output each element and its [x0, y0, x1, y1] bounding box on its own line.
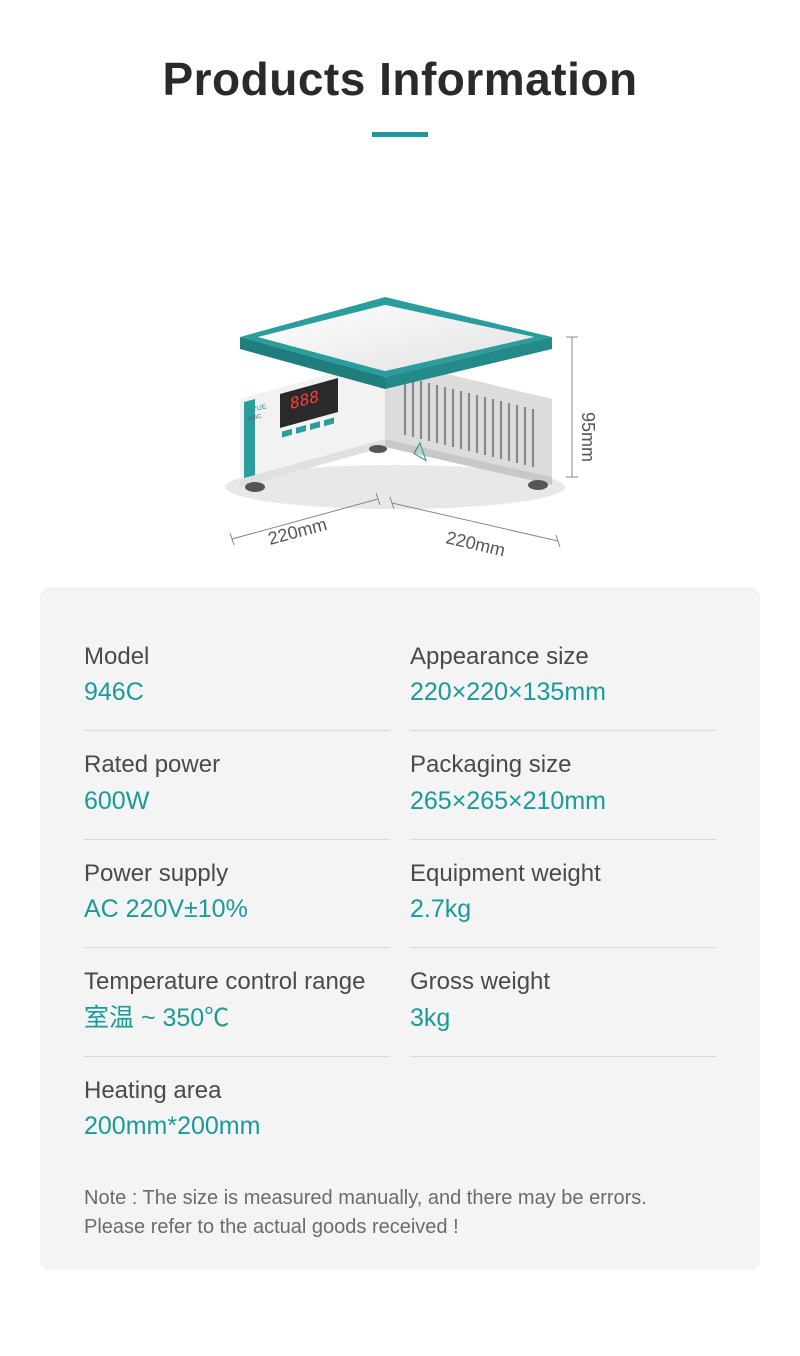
specs-note: Note : The size is measured manually, an…	[84, 1184, 716, 1242]
spec-value: 2.7kg	[410, 892, 716, 927]
spec-label: Model	[84, 641, 390, 673]
spec-cell: Appearance size 220×220×135mm	[410, 623, 716, 731]
spec-value: 265×265×210mm	[410, 784, 716, 819]
spec-label: Heating area	[84, 1075, 390, 1107]
spec-cell: Packaging size 265×265×210mm	[410, 731, 716, 839]
product-illustration: 888 UYUE 946C	[0, 177, 800, 577]
spec-value: 600W	[84, 784, 390, 819]
page-title: Products Information	[162, 52, 637, 106]
spec-label: Power supply	[84, 858, 390, 890]
spec-value: AC 220V±10%	[84, 892, 390, 927]
spec-cell: Rated power 600W	[84, 731, 390, 839]
spec-value: 室温 ~ 350℃	[84, 1001, 390, 1036]
spec-cell-empty	[410, 1057, 716, 1164]
spec-label: Gross weight	[410, 966, 716, 998]
spec-label: Rated power	[84, 749, 390, 781]
spec-cell: Temperature control range 室温 ~ 350℃	[84, 948, 390, 1056]
spec-value: 200mm*200mm	[84, 1109, 390, 1144]
dimension-depth-label: 220mm	[266, 514, 329, 549]
note-line1: Note : The size is measured manually, an…	[84, 1187, 647, 1209]
spec-cell: Heating area 200mm*200mm	[84, 1057, 390, 1164]
spec-cell: Gross weight 3kg	[410, 948, 716, 1056]
dimension-width-label: 220mm	[444, 527, 507, 560]
spec-cell: Model 946C	[84, 623, 390, 731]
specs-card: Model 946C Appearance size 220×220×135mm…	[40, 587, 760, 1270]
specs-grid: Model 946C Appearance size 220×220×135mm…	[84, 623, 716, 1164]
spec-value: 220×220×135mm	[410, 675, 716, 710]
title-underline	[372, 132, 428, 137]
spec-value: 3kg	[410, 1001, 716, 1036]
spec-cell: Equipment weight 2.7kg	[410, 840, 716, 948]
spec-label: Appearance size	[410, 641, 716, 673]
spec-label: Equipment weight	[410, 858, 716, 890]
dimension-height-label: 95mm	[578, 412, 598, 462]
spec-value: 946C	[84, 675, 390, 710]
spec-label: Temperature control range	[84, 966, 390, 998]
spec-label: Packaging size	[410, 749, 716, 781]
spec-cell: Power supply AC 220V±10%	[84, 840, 390, 948]
product-svg: 888 UYUE 946C	[120, 177, 680, 577]
note-line2: Please refer to the actual goods receive…	[84, 1216, 459, 1238]
